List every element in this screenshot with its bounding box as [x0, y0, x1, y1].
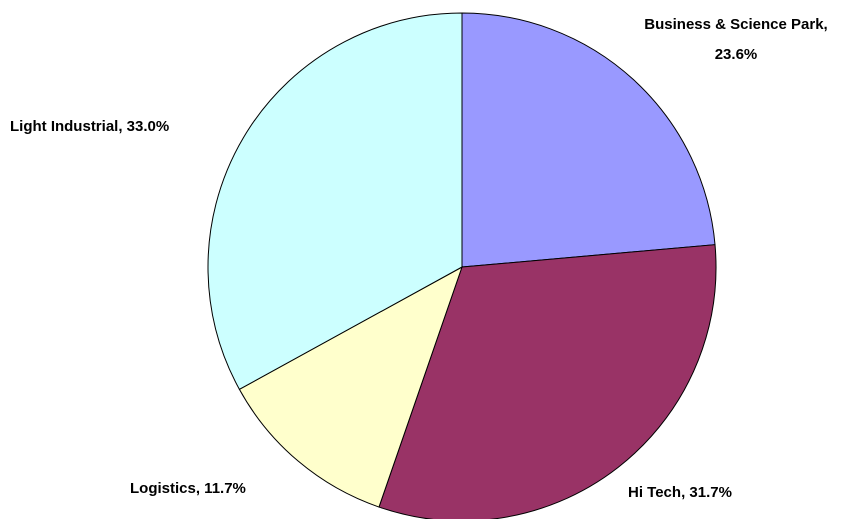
pie-slice: [207, 12, 463, 391]
data-label: Light Industrial, 33.0%: [10, 118, 170, 135]
pie-slice: [461, 12, 716, 268]
data-label: Business & Science Park, 23.6%: [644, 16, 828, 63]
pie-slice: [238, 265, 463, 508]
pie-slice: [378, 244, 717, 519]
data-label: Logistics, 11.7%: [130, 480, 246, 497]
data-label: Hi Tech, 31.7%: [628, 484, 732, 501]
